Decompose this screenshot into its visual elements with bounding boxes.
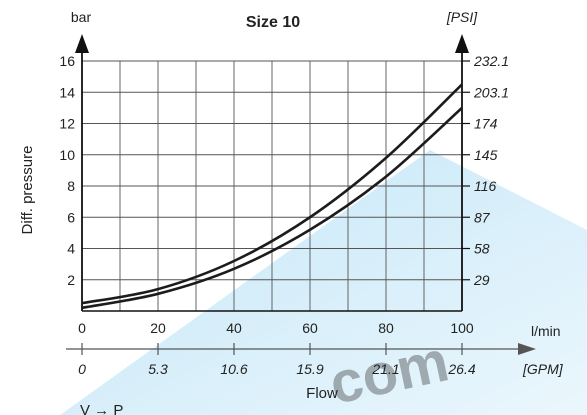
x-axis-unit: l/min [531,323,561,339]
x-tick-label: 0 [78,320,86,336]
series-line-2 [81,106,463,310]
x2-axis-unit: [GPM] [522,361,564,377]
y-tick-label: 12 [59,116,75,132]
left-axis-unit: bar [71,9,92,25]
x-tick-label: 40 [226,320,242,336]
right-axis-arrow [455,34,469,53]
y-axis-label: Diff. pressure [19,146,36,235]
x2-tick-label: 10.6 [220,361,247,377]
y2-tick-label: 174 [474,116,498,132]
x2-tick-label: 21.1 [371,361,399,377]
y2-tick-label: 232.1 [473,53,509,69]
y-tick-label: 16 [59,53,75,69]
x-tick-label: 60 [302,320,318,336]
y2-tick-label: 58 [474,241,490,257]
x-tick-label: 20 [150,320,166,336]
x2-tick-label: 15.9 [296,361,323,377]
y2-tick-label: 29 [473,272,490,288]
y2-tick-label: 203.1 [473,84,509,100]
x2-axis-arrow [518,343,536,355]
y-tick-label: 14 [59,84,75,100]
left-axis-arrow [75,34,89,53]
y-tick-label: 10 [59,147,75,163]
x-tick-label: 80 [378,320,394,336]
right-axis-unit: [PSI] [446,9,478,25]
x2-tick-label: 5.3 [148,361,168,377]
chart-title: Size 10 [246,14,300,31]
y2-tick-label: 87 [474,209,491,225]
y-tick-label: 4 [67,241,75,257]
series-line-1 [81,83,463,305]
y-tick-label: 6 [67,209,75,225]
y-tick-label: 8 [67,178,75,194]
x2-tick-label: 0 [78,361,86,377]
x-axis-label: Flow [306,385,338,402]
x2-tick-label: 26.4 [447,361,475,377]
y2-tick-label: 145 [474,147,498,163]
y2-tick-label: 116 [474,178,497,194]
x-tick-label: 100 [450,320,474,336]
y-tick-label: 2 [67,272,75,288]
bottom-text: V → P [80,402,123,415]
